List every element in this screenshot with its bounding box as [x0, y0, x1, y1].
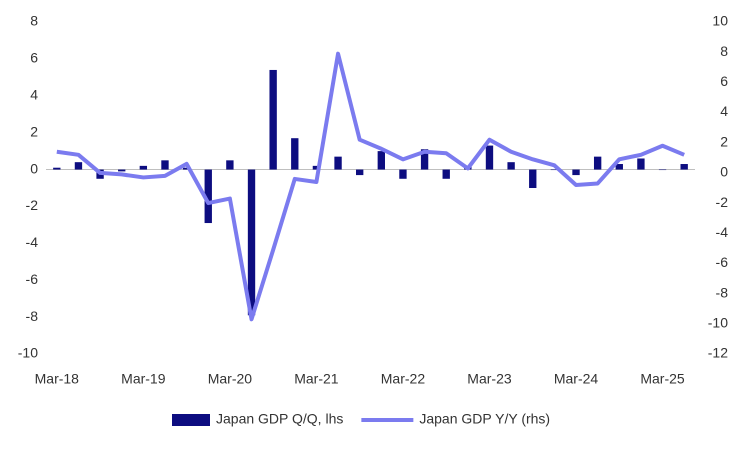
bar: [53, 167, 61, 170]
x-tick-label: Mar-22: [381, 371, 426, 387]
y2-tick-label: 10: [712, 13, 728, 29]
y-tick-label: -2: [26, 197, 39, 213]
bar: [399, 169, 407, 179]
bar: [182, 167, 191, 170]
y2-tick-label: -6: [716, 254, 729, 270]
bar: [637, 158, 645, 170]
legend-label: Japan GDP Y/Y (rhs): [419, 411, 550, 427]
y2-tick-label: 2: [720, 133, 728, 149]
y2-tick-label: -4: [716, 224, 729, 240]
bar: [356, 169, 364, 176]
x-tick-label: Mar-25: [640, 371, 685, 387]
bar: [74, 162, 83, 170]
y-tick-label: 4: [30, 86, 38, 102]
bar: [161, 160, 169, 170]
line: [56, 51, 685, 322]
bar: [680, 164, 688, 170]
y-tick-label: -10: [18, 345, 38, 361]
x-tick-label: Mar-23: [467, 371, 512, 387]
bar: [139, 165, 148, 170]
bar: [572, 169, 580, 176]
y-tick-label: 0: [30, 160, 38, 176]
bar: [269, 69, 277, 170]
y-tick-label: -4: [26, 234, 39, 250]
x-tick-label: Mar-19: [121, 371, 166, 387]
bar: [420, 149, 429, 170]
legend-label: Japan GDP Q/Q, lhs: [216, 411, 343, 427]
bar: [615, 164, 623, 170]
y-tick-label: -6: [26, 271, 39, 287]
bar: [247, 169, 256, 316]
y2-tick-label: 0: [720, 164, 728, 180]
y2-tick-label: 4: [720, 103, 728, 119]
y2-tick-label: 6: [720, 73, 728, 89]
y-tick-label: 2: [30, 123, 38, 139]
y2-tick-label: -2: [716, 194, 729, 210]
bar: [529, 169, 537, 188]
bar: [226, 160, 234, 170]
bar: [377, 151, 385, 170]
bar: [118, 169, 126, 172]
y-tick-label: -8: [26, 308, 39, 324]
x-tick-label: Mar-24: [554, 371, 599, 387]
y-tick-label: 6: [30, 50, 38, 66]
y2-tick-label: -10: [708, 315, 728, 331]
bar: [507, 162, 515, 170]
bar: [593, 156, 602, 170]
bar: [485, 145, 494, 170]
bar: [204, 169, 212, 224]
bar: [312, 165, 321, 170]
x-tick-label: Mar-20: [208, 371, 253, 387]
legend-swatch: [172, 414, 210, 426]
bar: [658, 169, 667, 171]
x-tick-label: Mar-21: [294, 371, 339, 387]
y2-tick-label: -8: [716, 284, 729, 300]
x-tick-label: Mar-18: [35, 371, 80, 387]
bar: [334, 156, 342, 170]
y-tick-label: 8: [30, 13, 38, 29]
bar: [291, 138, 299, 170]
bar: [442, 169, 450, 179]
y2-tick-label: 8: [720, 43, 728, 59]
bar: [550, 169, 559, 171]
y2-tick-label: -12: [708, 345, 728, 361]
